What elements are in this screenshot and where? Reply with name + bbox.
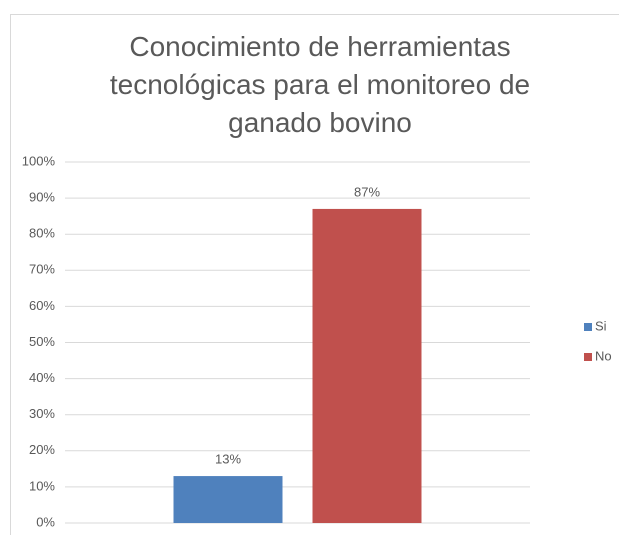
- y-tick-label: 80%: [29, 226, 55, 241]
- y-tick-label: 50%: [29, 334, 55, 349]
- bar: [312, 208, 422, 523]
- y-tick-label: 10%: [29, 478, 55, 493]
- y-tick-label: 30%: [29, 406, 55, 421]
- y-tick-label: 0%: [36, 514, 55, 529]
- chart-title: Conocimiento de herramientas tecnológica…: [109, 31, 531, 138]
- bar: [173, 476, 283, 523]
- y-tick-label: 100%: [22, 153, 56, 168]
- y-tick-label: 70%: [29, 262, 55, 277]
- chart-border: [10, 14, 619, 535]
- data-label: 87%: [354, 184, 380, 199]
- y-tick-label: 60%: [29, 298, 55, 313]
- y-tick-label: 90%: [29, 190, 55, 205]
- legend-swatch: [584, 353, 592, 361]
- y-tick-label: 20%: [29, 442, 55, 457]
- legend-label: Si: [595, 318, 607, 333]
- legend-swatch: [584, 323, 592, 331]
- legend-label: No: [595, 348, 612, 363]
- y-tick-label: 40%: [29, 370, 55, 385]
- data-label: 13%: [215, 452, 241, 467]
